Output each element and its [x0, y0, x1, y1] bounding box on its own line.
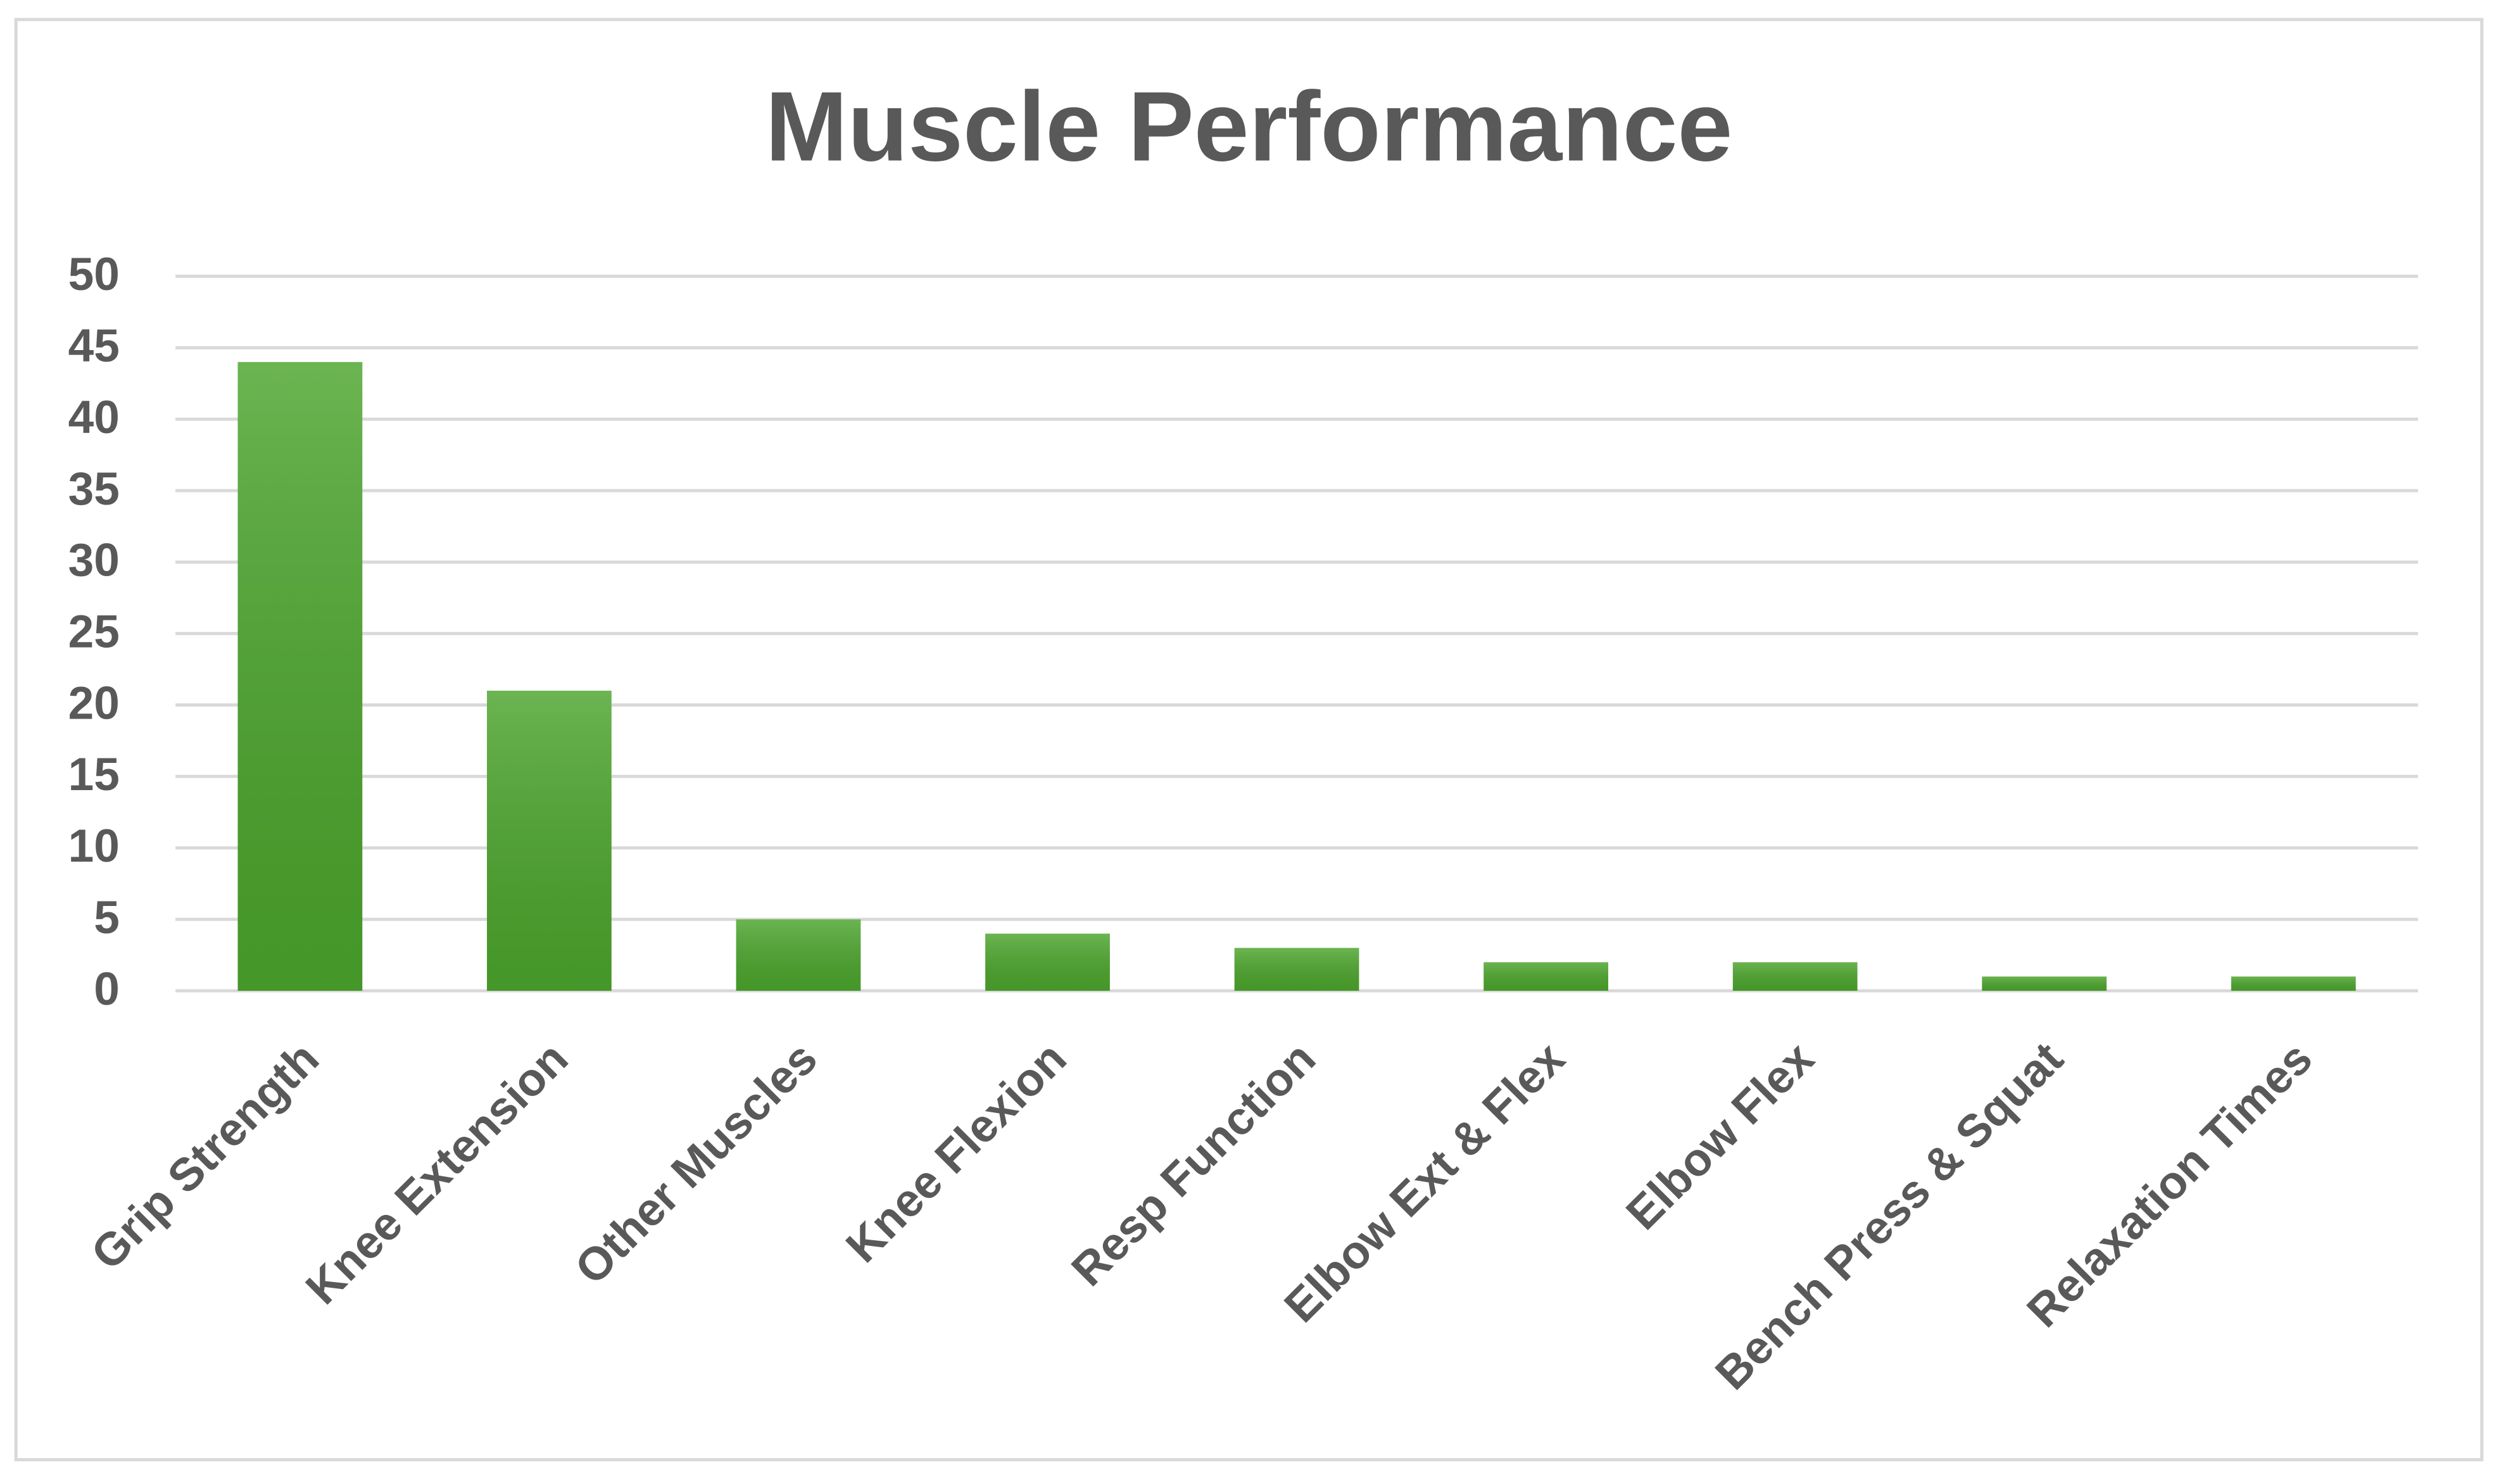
bar-shade — [736, 919, 861, 991]
y-tick-label: 0 — [94, 964, 120, 1015]
bar-shade — [985, 933, 1110, 991]
bar-shade — [1732, 962, 1858, 991]
y-tick-label: 5 — [94, 892, 120, 943]
bar-shade — [237, 362, 363, 991]
bar-shade — [1234, 948, 1359, 991]
chart-border — [14, 18, 2484, 1462]
bar-shade — [2231, 976, 2356, 991]
y-tick-label: 35 — [68, 463, 120, 515]
chart-title: Muscle Performance — [765, 72, 1733, 182]
y-tick-label: 15 — [68, 749, 120, 800]
bar-shade — [487, 690, 612, 991]
y-tick-label: 40 — [68, 392, 120, 443]
bar-shade — [1484, 962, 1608, 991]
y-tick-label: 25 — [68, 607, 120, 658]
bar-shade — [1982, 976, 2107, 991]
y-tick-label: 50 — [68, 249, 120, 300]
y-tick-label: 20 — [68, 677, 120, 729]
y-tick-label: 45 — [68, 320, 120, 372]
y-tick-label: 30 — [68, 535, 120, 586]
y-tick-label: 10 — [68, 821, 120, 872]
